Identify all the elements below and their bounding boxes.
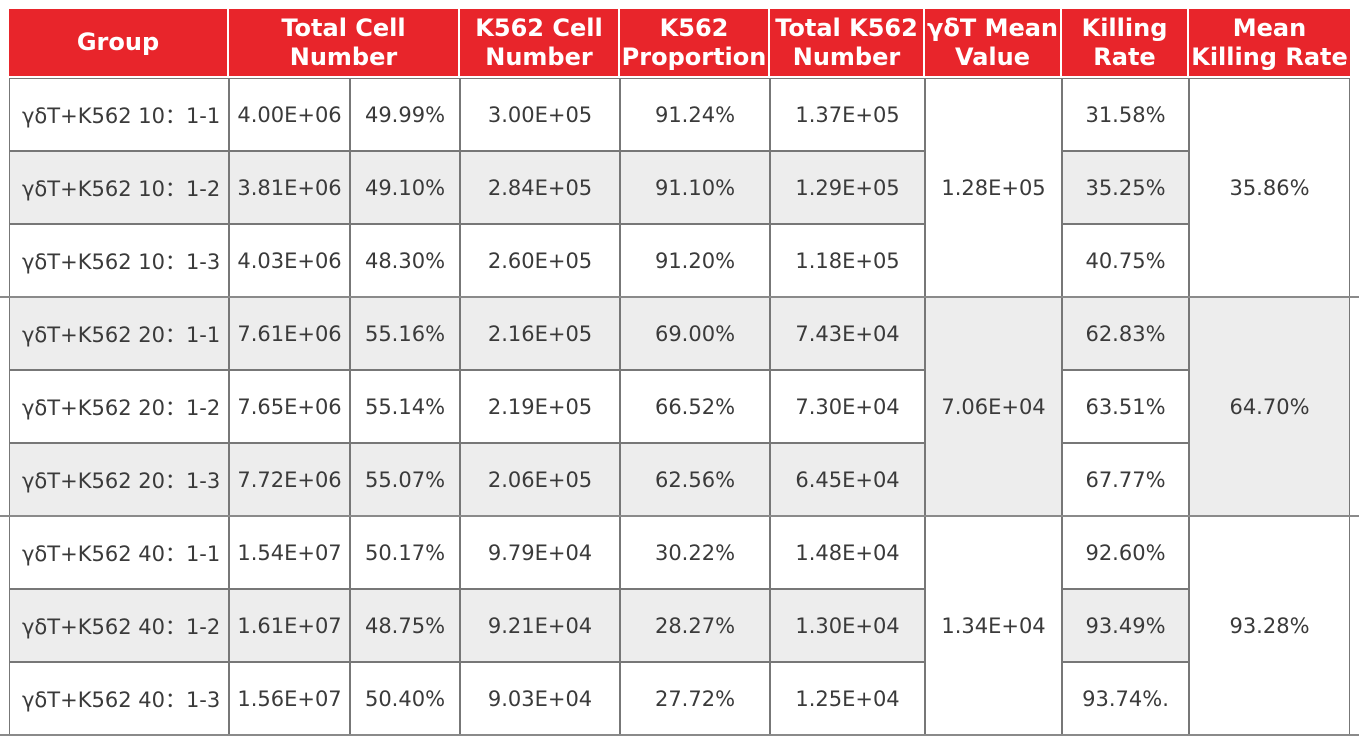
row-1-total-k562: 1.37E+05: [770, 78, 925, 151]
row-3-k562-prop: 91.20%: [620, 224, 770, 297]
row-3-pct: 48.30%: [350, 224, 460, 297]
row-2-total-k562: 1.29E+05: [770, 151, 925, 224]
row-3-killing: 40.75%: [1062, 224, 1189, 297]
header-group: Group: [9, 9, 229, 76]
header-k562-proportion-label: K562 Proportion: [621, 13, 767, 71]
row-6-k562-cell: 2.06E+05: [460, 443, 620, 516]
header-mean-killing-rate-label: Mean Killing Rate: [1191, 13, 1348, 71]
group-1-mean-killing: 35.86%: [1189, 78, 1350, 297]
row-5-pct: 55.14%: [350, 370, 460, 443]
row-9-killing: 93.74%.: [1062, 662, 1189, 735]
row-3-total-k562: 1.18E+05: [770, 224, 925, 297]
row-4-group: γδT+K562 20：1-1: [9, 297, 229, 370]
row-1-pct: 49.99%: [350, 78, 460, 151]
row-8-group: γδT+K562 40：1-2: [9, 589, 229, 662]
row-1-group: γδT+K562 10：1-1: [9, 78, 229, 151]
row-2-group: γδT+K562 10：1-2: [9, 151, 229, 224]
row-6-pct: 55.07%: [350, 443, 460, 516]
header-k562-cell-number-label: K562 Cell Number: [475, 13, 603, 71]
row-1-total: 4.00E+06: [229, 78, 350, 151]
row-4-total: 7.61E+06: [229, 297, 350, 370]
row-5-total: 7.65E+06: [229, 370, 350, 443]
header-k562-proportion: K562 Proportion: [620, 9, 770, 76]
row-4-killing: 62.83%: [1062, 297, 1189, 370]
header-total-k562-number: Total K562 Number: [770, 9, 925, 76]
row-5-k562-cell: 2.19E+05: [460, 370, 620, 443]
row-5-killing: 63.51%: [1062, 370, 1189, 443]
row-9-k562-prop: 27.72%: [620, 662, 770, 735]
row-7-killing: 92.60%: [1062, 516, 1189, 589]
row-7-pct: 50.17%: [350, 516, 460, 589]
row-1-killing: 31.58%: [1062, 78, 1189, 151]
row-7-k562-prop: 30.22%: [620, 516, 770, 589]
row-1-k562-cell: 3.00E+05: [460, 78, 620, 151]
row-6-total: 7.72E+06: [229, 443, 350, 516]
group-divider-2: [0, 515, 1359, 517]
row-2-total: 3.81E+06: [229, 151, 350, 224]
row-1-k562-prop: 91.24%: [620, 78, 770, 151]
group-2-mean-killing: 64.70%: [1189, 297, 1350, 516]
row-8-k562-prop: 28.27%: [620, 589, 770, 662]
row-2-pct: 49.10%: [350, 151, 460, 224]
row-2-killing: 35.25%: [1062, 151, 1189, 224]
group-2-gdt-mean: 7.06E+04: [925, 297, 1062, 516]
row-5-total-k562: 7.30E+04: [770, 370, 925, 443]
row-6-k562-prop: 62.56%: [620, 443, 770, 516]
row-8-total-k562: 1.30E+04: [770, 589, 925, 662]
row-6-total-k562: 6.45E+04: [770, 443, 925, 516]
row-3-total: 4.03E+06: [229, 224, 350, 297]
header-killing-rate: Killing Rate: [1062, 9, 1189, 76]
row-5-k562-prop: 66.52%: [620, 370, 770, 443]
row-4-k562-cell: 2.16E+05: [460, 297, 620, 370]
header-mean-killing-rate: Mean Killing Rate: [1189, 9, 1350, 76]
group-divider-1: [0, 296, 1359, 298]
row-8-killing: 93.49%: [1062, 589, 1189, 662]
header-killing-rate-label: Killing Rate: [1081, 13, 1168, 71]
header-group-label: Group: [76, 28, 160, 56]
row-7-group: γδT+K562 40：1-1: [9, 516, 229, 589]
row-4-pct: 55.16%: [350, 297, 460, 370]
row-8-k562-cell: 9.21E+04: [460, 589, 620, 662]
header-total-k562-number-label: Total K562 Number: [775, 13, 918, 71]
row-6-killing: 67.77%: [1062, 443, 1189, 516]
row-8-total: 1.61E+07: [229, 589, 350, 662]
group-3-mean-killing: 93.28%: [1189, 516, 1350, 735]
group-3-gdt-mean: 1.34E+04: [925, 516, 1062, 735]
row-5-group: γδT+K562 20：1-2: [9, 370, 229, 443]
header-gdt-mean-value-label: γδT Mean Value: [927, 13, 1059, 71]
header-total-cell-number: Total Cell Number: [229, 9, 460, 76]
row-9-total-k562: 1.25E+04: [770, 662, 925, 735]
row-9-total: 1.56E+07: [229, 662, 350, 735]
row-4-total-k562: 7.43E+04: [770, 297, 925, 370]
row-6-group: γδT+K562 20：1-3: [9, 443, 229, 516]
row-3-group: γδT+K562 10：1-3: [9, 224, 229, 297]
row-3-k562-cell: 2.60E+05: [460, 224, 620, 297]
row-7-total-k562: 1.48E+04: [770, 516, 925, 589]
row-9-group: γδT+K562 40：1-3: [9, 662, 229, 735]
table-bottom-border: [0, 734, 1359, 736]
row-4-k562-prop: 69.00%: [620, 297, 770, 370]
header-k562-cell-number: K562 Cell Number: [460, 9, 620, 76]
row-9-pct: 50.40%: [350, 662, 460, 735]
row-8-pct: 48.75%: [350, 589, 460, 662]
row-9-k562-cell: 9.03E+04: [460, 662, 620, 735]
row-2-k562-cell: 2.84E+05: [460, 151, 620, 224]
row-7-k562-cell: 9.79E+04: [460, 516, 620, 589]
header-total-cell-number-label: Total Cell Number: [281, 13, 406, 71]
row-2-k562-prop: 91.10%: [620, 151, 770, 224]
group-1-gdt-mean: 1.28E+05: [925, 78, 1062, 297]
row-7-total: 1.54E+07: [229, 516, 350, 589]
header-gdt-mean-value: γδT Mean Value: [925, 9, 1062, 76]
